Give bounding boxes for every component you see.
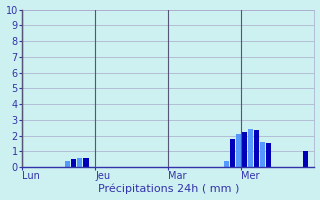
Bar <box>254 130 259 167</box>
Bar <box>71 159 76 167</box>
Bar <box>236 134 241 167</box>
Bar <box>260 142 265 167</box>
Bar <box>242 132 247 167</box>
Bar <box>65 161 70 167</box>
Bar <box>84 158 89 167</box>
Bar <box>248 129 253 167</box>
Bar <box>303 151 308 167</box>
Bar <box>223 161 229 167</box>
Bar <box>229 139 235 167</box>
X-axis label: Précipitations 24h ( mm ): Précipitations 24h ( mm ) <box>98 184 239 194</box>
Bar <box>77 158 83 167</box>
Bar <box>266 143 271 167</box>
